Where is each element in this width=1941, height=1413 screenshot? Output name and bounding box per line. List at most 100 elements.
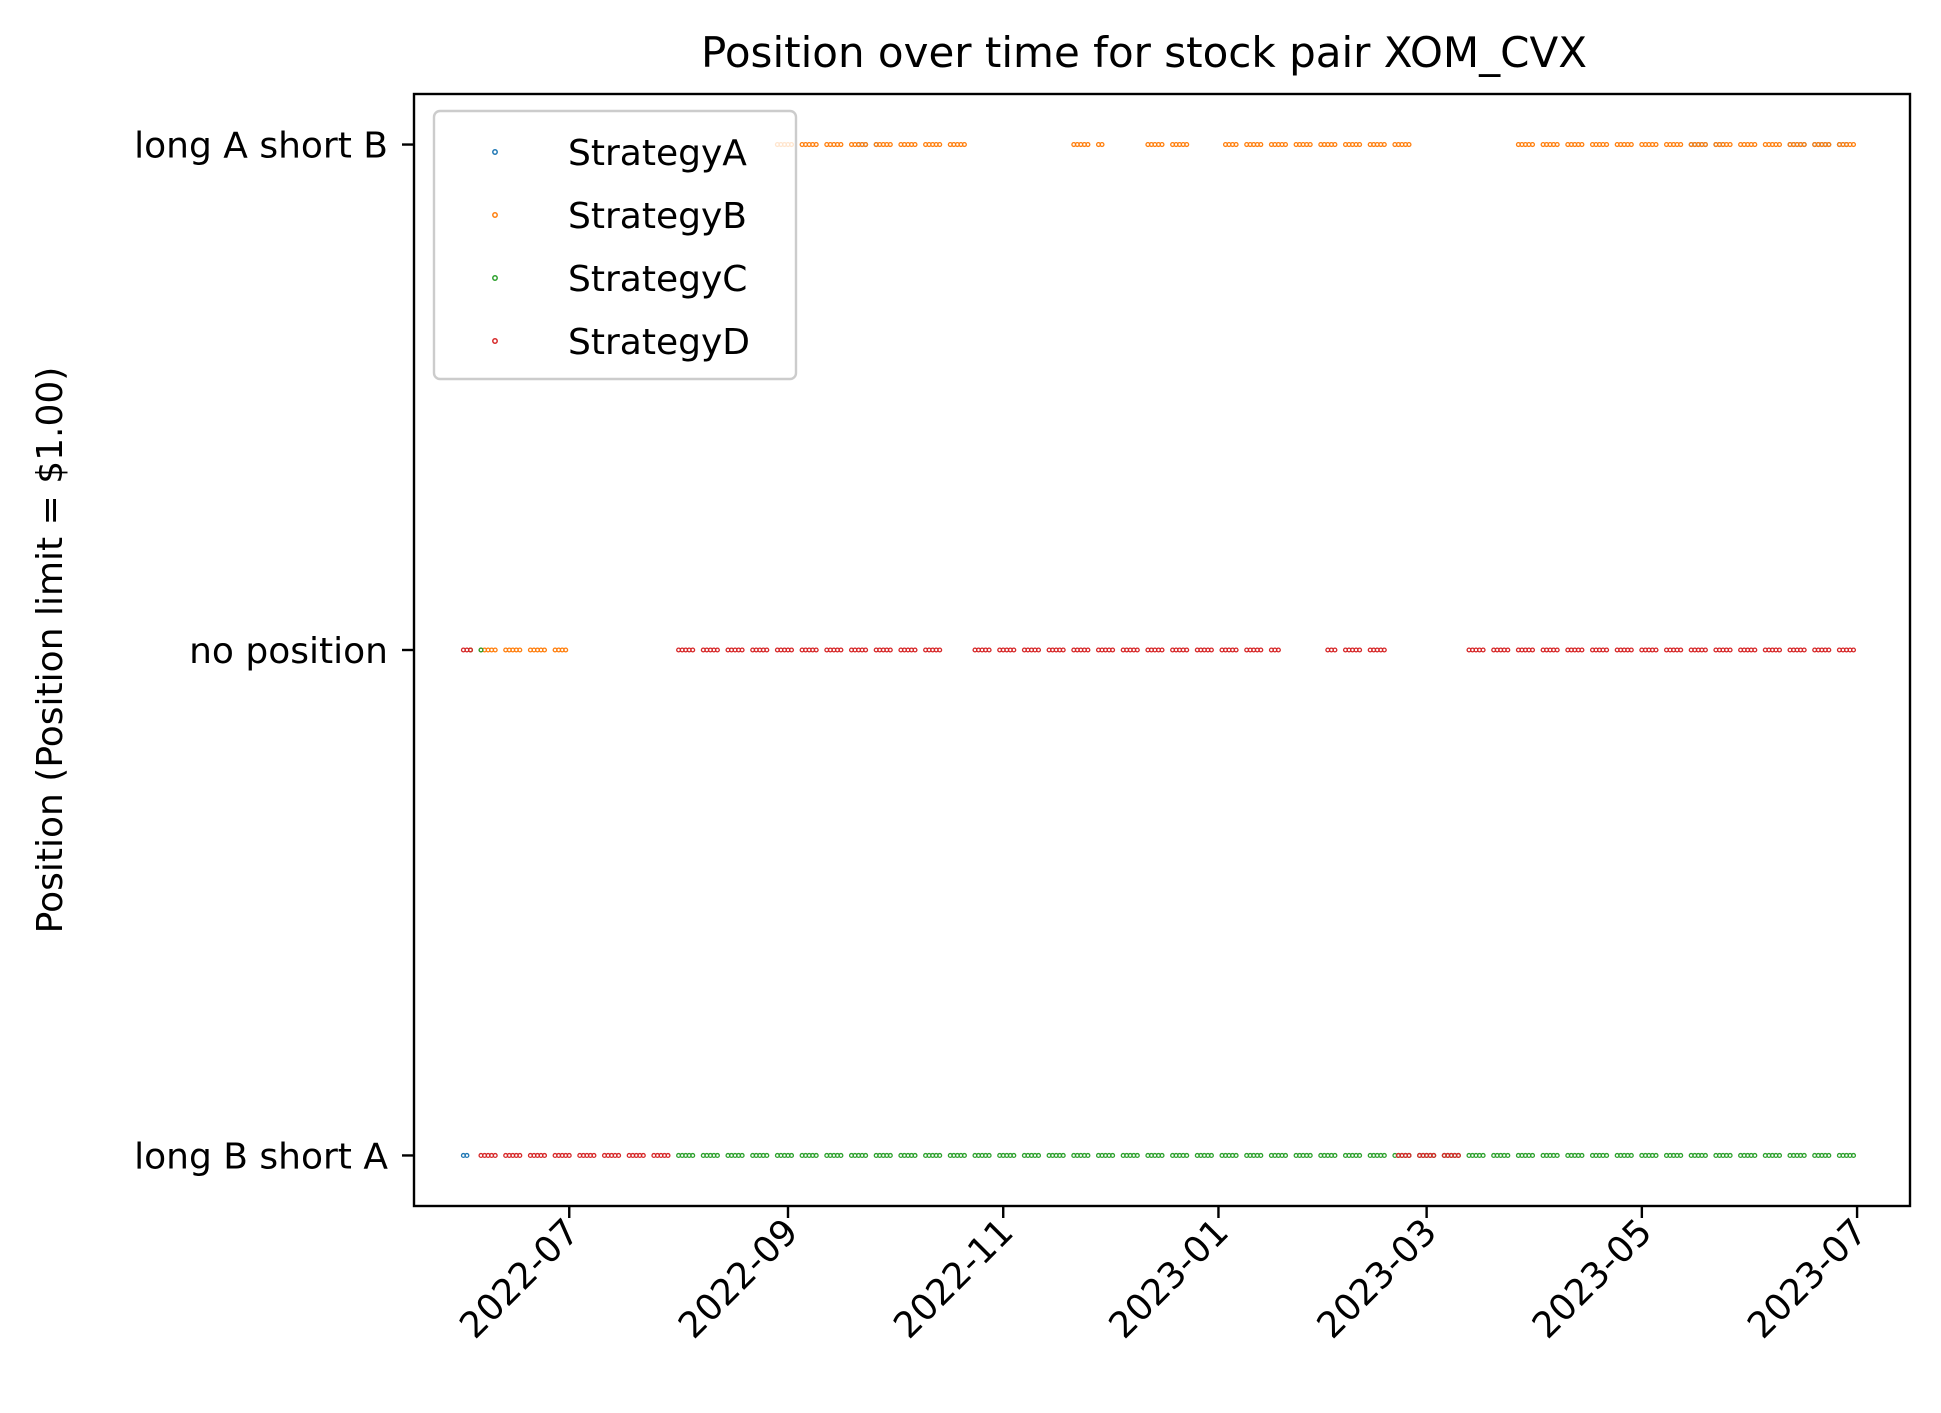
data-point: [1110, 1152, 1116, 1159]
data-point: [690, 1152, 696, 1159]
data-point: [764, 1152, 770, 1159]
data-point: [1678, 1152, 1684, 1159]
data-point: [1357, 647, 1363, 653]
x-axis: 2022-07 2022-09 2022-11 2023-01 2023-03 2023-…: [452, 1206, 1875, 1347]
data-point: [1233, 141, 1239, 148]
data-point: [1752, 141, 1758, 148]
data-point: [1233, 647, 1239, 653]
data-point: [563, 647, 569, 653]
data-point: [1381, 1152, 1387, 1159]
data-point: [1579, 647, 1585, 653]
data-point: [1406, 141, 1412, 148]
data-point: [1011, 647, 1017, 653]
data-point: [1727, 647, 1733, 653]
x-tick-label: 2023-03: [1310, 1211, 1445, 1346]
data-point: [838, 1152, 844, 1159]
data-point: [1653, 141, 1659, 148]
legend-label: StrategyB: [568, 196, 747, 237]
data-point: [1529, 141, 1536, 148]
data-point: [813, 141, 819, 148]
data-point: [1850, 647, 1857, 653]
data-point: [492, 647, 498, 653]
legend-label: StrategyD: [568, 322, 750, 363]
data-point: [1134, 1152, 1140, 1159]
data-point: [739, 647, 745, 653]
data-point: [1431, 1152, 1437, 1159]
series-StrategyC: [467, 647, 1857, 1159]
data-point: [1529, 647, 1536, 653]
data-point: [1011, 1152, 1017, 1159]
data-point: [1604, 1152, 1610, 1159]
data-point: [1134, 647, 1140, 653]
data-point: [1727, 141, 1733, 148]
data-point: [1801, 141, 1807, 148]
data-point: [714, 1152, 720, 1159]
data-point: [1628, 1152, 1634, 1159]
data-point: [1085, 141, 1091, 148]
data-point: [1258, 647, 1264, 653]
data-point: [1702, 1152, 1708, 1159]
data-point: [1628, 647, 1634, 653]
legend: StrategyA StrategyB StrategyC StrategyD: [432, 109, 798, 381]
data-point: [1702, 141, 1708, 148]
y-tick-label: no position: [189, 631, 388, 672]
data-point: [665, 1152, 671, 1159]
data-point: [1727, 1152, 1733, 1159]
data-point: [541, 647, 548, 653]
data-point: [887, 647, 893, 653]
data-point: [1554, 1152, 1560, 1159]
data-point: [1604, 141, 1610, 148]
data-point: [714, 647, 720, 653]
data-point: [1678, 647, 1684, 653]
series-StrategyB: [467, 141, 1857, 653]
data-point: [1505, 647, 1511, 653]
x-tick-label: 2022-11: [886, 1211, 1021, 1346]
data-point: [1159, 647, 1165, 653]
data-point: [986, 647, 992, 653]
data-point: [1184, 141, 1190, 148]
data-point: [1604, 647, 1610, 653]
data-point: [1480, 1152, 1486, 1159]
data-point: [1085, 1152, 1091, 1159]
data-point: [887, 1152, 893, 1159]
data-points: [460, 141, 1857, 1159]
data-point: [1381, 647, 1387, 653]
data-point: [912, 141, 918, 148]
data-point: [1060, 647, 1066, 653]
data-point: [863, 647, 869, 653]
data-point: [1035, 1152, 1042, 1159]
data-point: [912, 647, 918, 653]
data-point: [1208, 1152, 1214, 1159]
y-axis-label: Position (Position limit = $1.00): [30, 367, 71, 934]
data-point: [1653, 647, 1659, 653]
legend-label: StrategyC: [568, 259, 747, 300]
data-point: [1628, 141, 1634, 148]
data-point: [1480, 647, 1486, 653]
data-point: [1159, 1152, 1165, 1159]
data-point: [1258, 1152, 1264, 1159]
data-point: [986, 1152, 992, 1159]
data-point: [764, 647, 770, 653]
data-point: [1307, 141, 1313, 148]
data-point: [1702, 647, 1708, 653]
x-tick-label: 2023-01: [1101, 1211, 1236, 1346]
data-point: [863, 1152, 869, 1159]
data-point: [517, 647, 523, 653]
data-point: [1776, 647, 1783, 653]
x-tick-label: 2023-05: [1525, 1211, 1660, 1346]
data-point: [1678, 141, 1684, 148]
legend-marker: [492, 212, 498, 218]
data-point: [937, 647, 943, 653]
x-tick-label: 2022-07: [452, 1211, 587, 1346]
y-tick-label: long A short B: [134, 126, 388, 167]
y-tick-label: long B short A: [134, 1136, 388, 1177]
data-point: [1579, 1152, 1585, 1159]
data-point: [1208, 647, 1214, 653]
data-point: [566, 1152, 572, 1159]
series-StrategyD: [460, 647, 1857, 1159]
data-point: [1653, 1152, 1659, 1159]
data-point: [1035, 647, 1042, 653]
legend-box: [432, 109, 798, 381]
data-point: [1258, 141, 1264, 148]
data-point: [1085, 647, 1091, 653]
